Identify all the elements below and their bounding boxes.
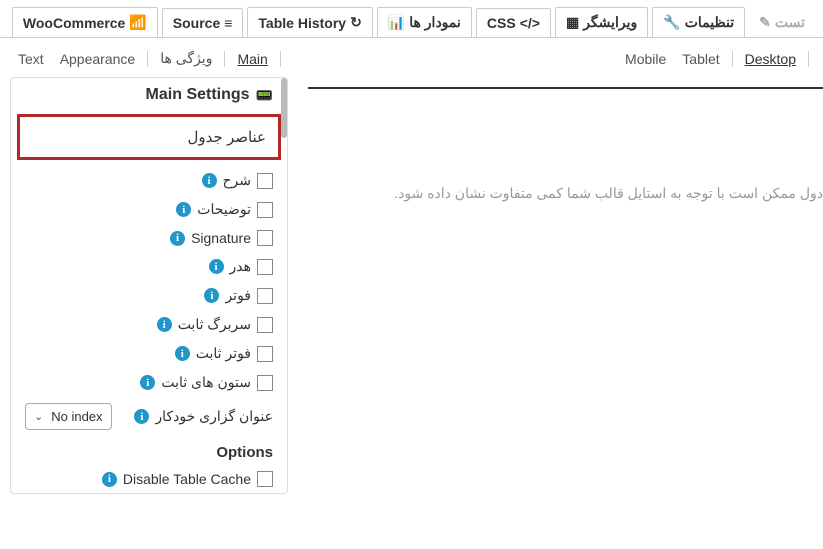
- checkbox-explanations[interactable]: [257, 202, 273, 218]
- sub-tabs-row: Text Appearance ویژگی ها Main Mobile Tab…: [0, 38, 823, 77]
- tab-settings[interactable]: 🔧 تنظیمات: [652, 7, 745, 37]
- subtab-tablet[interactable]: Tablet: [678, 49, 723, 69]
- tab-editor[interactable]: ▦ ویرایشگر: [555, 7, 648, 37]
- checkbox-description[interactable]: [257, 173, 273, 189]
- history-icon: ↻: [350, 14, 362, 31]
- option-label: عنوان گزاری خودکار: [155, 408, 273, 425]
- tab-label: WooCommerce: [23, 15, 125, 31]
- tab-woocommerce[interactable]: WooCommerce 📶: [12, 7, 158, 37]
- subtab-desktop[interactable]: Desktop: [741, 49, 800, 69]
- info-icon[interactable]: i: [140, 375, 155, 390]
- tab-label: نمودار ها: [409, 14, 461, 31]
- option-description: i شرح: [11, 166, 287, 195]
- info-icon[interactable]: i: [176, 202, 191, 217]
- subtab-appearance[interactable]: Appearance: [56, 49, 140, 69]
- divider: [808, 51, 809, 67]
- section-label: Main Settings: [146, 86, 250, 104]
- info-icon[interactable]: i: [209, 259, 224, 274]
- chart-icon: 📊: [388, 14, 405, 31]
- option-label: شرح: [223, 172, 252, 189]
- tab-label: CSS: [487, 15, 516, 31]
- divider: [147, 51, 148, 67]
- option-explanations: i توضیحات: [11, 195, 287, 224]
- option-fixed-footer: i فوتر ثابت: [11, 339, 287, 368]
- pencil-icon: ✎: [759, 14, 771, 31]
- checkbox-fixed-columns[interactable]: [257, 375, 273, 391]
- main-settings-title: Main Settings 📟: [11, 78, 287, 112]
- option-disable-cache: i Disable Table Cache: [11, 465, 287, 493]
- subtab-main[interactable]: Main: [233, 49, 271, 69]
- option-footer: i فوتر: [11, 281, 287, 310]
- option-fixed-header: i سربرگ ثابت: [11, 310, 287, 339]
- table-elements-header[interactable]: عناصر جدول: [17, 114, 281, 160]
- option-signature: i Signature: [11, 224, 287, 252]
- tab-css[interactable]: CSS </>: [476, 8, 551, 37]
- info-icon[interactable]: i: [202, 173, 217, 188]
- option-header: i هدر: [11, 252, 287, 281]
- option-label: توضیحات: [197, 201, 251, 218]
- tab-label: Source: [173, 15, 220, 31]
- preview-note: دول ممکن است با توجه به استایل قالب شما …: [308, 89, 823, 202]
- divider: [732, 51, 733, 67]
- tab-test[interactable]: ✎ تست: [749, 8, 815, 37]
- subtab-mobile[interactable]: Mobile: [621, 49, 670, 69]
- option-label: فوتر ثابت: [196, 345, 251, 362]
- right-sub-tabs: Mobile Tablet Desktop: [621, 48, 809, 69]
- gauge-icon: 📟: [256, 87, 273, 104]
- grid-icon: ▦: [566, 14, 579, 31]
- info-icon[interactable]: i: [102, 472, 117, 487]
- info-icon[interactable]: i: [204, 288, 219, 303]
- subtab-text[interactable]: Text: [14, 49, 48, 69]
- database-icon: ≡: [224, 15, 232, 31]
- option-label: فوتر: [225, 287, 251, 304]
- content-area: Main Settings 📟 عناصر جدول i شرح i توضیح…: [0, 77, 823, 494]
- option-fixed-columns: i ستون های ثابت: [11, 368, 287, 397]
- preview-area: دول ممکن است با توجه به استایل قالب شما …: [288, 77, 823, 494]
- info-icon[interactable]: i: [157, 317, 172, 332]
- option-label: ستون های ثابت: [161, 374, 251, 391]
- option-label: هدر: [230, 258, 252, 275]
- bars-icon: 📶: [129, 14, 146, 31]
- subtab-features[interactable]: ویژگی ها: [156, 48, 216, 69]
- auto-index-dropdown[interactable]: ⌄ No index: [25, 403, 112, 430]
- code-icon: </>: [520, 15, 540, 31]
- top-tabs: ✎ تست 🔧 تنظیمات ▦ ویرایشگر CSS </> 📊 نمو…: [0, 0, 823, 38]
- checkbox-fixed-footer[interactable]: [257, 346, 273, 362]
- table-elements-label: عناصر جدول: [187, 128, 266, 146]
- option-auto-index: ⌄ No index i عنوان گزاری خودکار: [11, 397, 287, 436]
- dropdown-value: No index: [51, 409, 102, 424]
- chevron-down-icon: ⌄: [34, 410, 43, 423]
- checkbox-header[interactable]: [257, 259, 273, 275]
- tab-label: تنظیمات: [685, 14, 734, 31]
- tab-label: Table History: [258, 15, 346, 31]
- info-icon[interactable]: i: [134, 409, 149, 424]
- divider: [280, 51, 281, 67]
- tab-charts[interactable]: 📊 نمودار ها: [377, 7, 472, 37]
- info-icon[interactable]: i: [175, 346, 190, 361]
- option-label: Signature: [191, 230, 251, 246]
- info-icon[interactable]: i: [170, 231, 185, 246]
- checkbox-disable-cache[interactable]: [257, 471, 273, 487]
- option-label: سربرگ ثابت: [178, 316, 251, 333]
- options-section-title: Options: [11, 436, 287, 465]
- wrench-icon: 🔧: [663, 14, 680, 31]
- checkbox-fixed-header[interactable]: [257, 317, 273, 333]
- tab-source[interactable]: Source ≡: [162, 8, 244, 37]
- tab-label: ویرایشگر: [583, 14, 637, 31]
- checkbox-signature[interactable]: [257, 230, 273, 246]
- left-sub-tabs: Text Appearance ویژگی ها Main: [14, 48, 281, 69]
- option-label: Disable Table Cache: [123, 471, 251, 487]
- scrollbar-thumb[interactable]: [281, 78, 287, 138]
- tab-label: تست: [775, 14, 805, 31]
- checkbox-footer[interactable]: [257, 288, 273, 304]
- tab-table-history[interactable]: Table History ↻: [247, 7, 372, 37]
- settings-sidebar: Main Settings 📟 عناصر جدول i شرح i توضیح…: [10, 77, 288, 494]
- divider: [224, 51, 225, 67]
